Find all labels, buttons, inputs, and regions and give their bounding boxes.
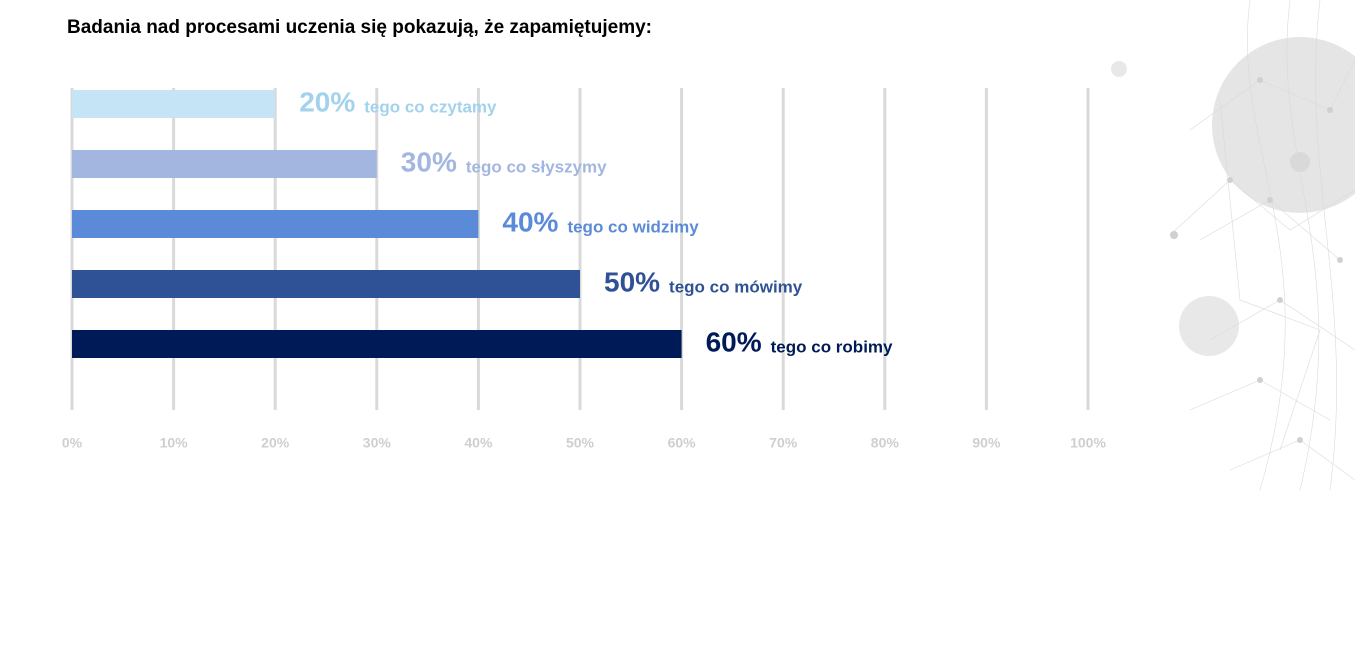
- category-label: tego co robimy: [771, 337, 893, 356]
- value-label: 20%: [299, 86, 355, 117]
- x-tick-label: 0%: [62, 435, 83, 451]
- x-tick-label: 10%: [160, 435, 189, 451]
- x-tick-label: 60%: [668, 435, 697, 451]
- x-tick-label: 20%: [261, 435, 290, 451]
- bar: [72, 90, 276, 118]
- value-label: 30%: [401, 146, 457, 177]
- value-label: 60%: [706, 326, 762, 357]
- x-tick-label: 90%: [972, 435, 1001, 451]
- value-label: 40%: [502, 206, 558, 237]
- x-tick-label: 40%: [464, 435, 493, 451]
- category-label: tego co słyszymy: [466, 157, 607, 176]
- category-label: tego co czytamy: [364, 97, 497, 116]
- x-tick-label: 30%: [363, 435, 392, 451]
- value-label: 50%: [604, 266, 660, 297]
- decoration: [1111, 0, 1355, 491]
- bar: [72, 330, 682, 358]
- chart-title: Badania nad procesami uczenia się pokazu…: [67, 17, 652, 38]
- x-tick-label: 70%: [769, 435, 798, 451]
- x-tick-label: 80%: [871, 435, 900, 451]
- bar: [72, 270, 580, 298]
- bar: [72, 210, 479, 238]
- x-tick-label: 50%: [566, 435, 595, 451]
- category-label: tego co widzimy: [567, 217, 699, 236]
- x-tick-label: 100%: [1070, 435, 1106, 451]
- bar: [72, 150, 377, 178]
- category-label: tego co mówimy: [669, 277, 803, 296]
